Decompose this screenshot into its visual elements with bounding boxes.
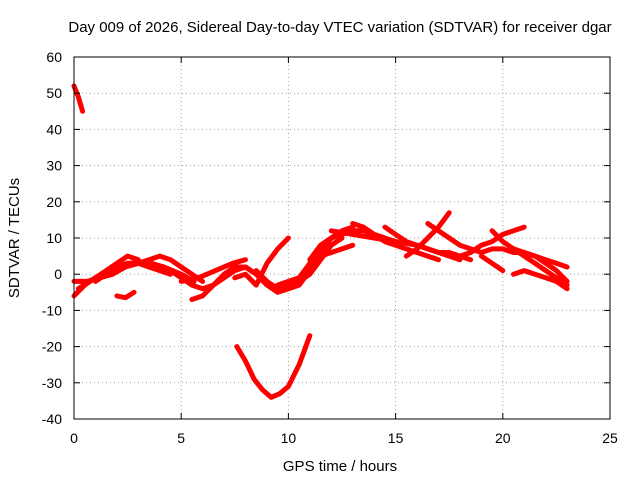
series-arc20 <box>403 210 452 259</box>
series-arc11 <box>234 333 313 400</box>
y-tick-label: -10 <box>42 302 62 318</box>
x-tick-label: 5 <box>177 430 185 446</box>
data-series <box>71 83 570 400</box>
axis-ticks: 0 5 10 15 20 25 60 50 40 30 20 10 0 -10 -20 -30 -40 <box>42 49 618 446</box>
y-tick-label: 0 <box>54 266 62 282</box>
series-arc10 <box>178 257 248 284</box>
y-tick-label: 50 <box>46 85 62 101</box>
x-tick-label: 20 <box>495 430 511 446</box>
series-arc27 <box>511 246 570 284</box>
series-arc19 <box>382 224 474 263</box>
y-tick-label: 30 <box>46 158 62 174</box>
y-tick-label: 60 <box>46 49 62 65</box>
y-tick-label: -20 <box>42 339 62 355</box>
x-tick-label: 15 <box>388 430 404 446</box>
series-arc22 <box>457 224 527 259</box>
series-arc7 <box>135 253 206 284</box>
y-tick-label: -30 <box>42 375 62 391</box>
series-arc1 <box>71 83 86 114</box>
series-arc6 <box>114 289 137 301</box>
series-arc25 <box>478 253 506 274</box>
series-arc14 <box>253 235 345 292</box>
x-tick-label: 25 <box>602 430 618 446</box>
series-arc5 <box>92 260 173 284</box>
series-arc24 <box>489 228 570 288</box>
series-arc26 <box>511 268 570 292</box>
chart-title: Day 009 of 2026, Sidereal Day-to-day VTE… <box>68 19 611 36</box>
series-arc8 <box>146 264 248 292</box>
x-tick-label: 0 <box>70 430 78 446</box>
series-arc18 <box>350 221 441 263</box>
y-axis-label: SDTVAR / TECUs <box>6 178 23 298</box>
y-tick-label: -40 <box>42 411 62 427</box>
series-arc15 <box>275 242 356 288</box>
x-axis-label: GPS time / hours <box>283 458 397 475</box>
y-tick-label: 20 <box>46 194 62 210</box>
y-tick-label: 10 <box>46 230 62 246</box>
x-tick-label: 10 <box>281 430 297 446</box>
y-tick-label: 40 <box>46 121 62 137</box>
